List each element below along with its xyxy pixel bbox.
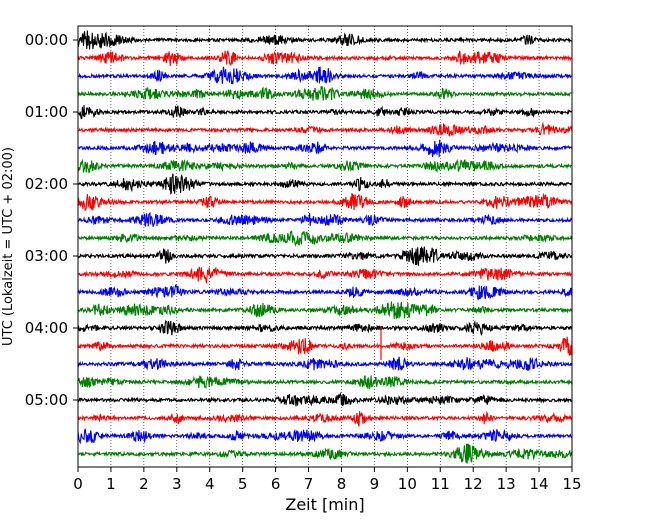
trace-6-9 <box>77 192 573 211</box>
y-tick-label: 03:00 <box>25 247 68 265</box>
trace-6-20 <box>77 391 573 407</box>
trace-6-2 <box>77 66 573 85</box>
trace-6-6 <box>77 139 573 158</box>
traces <box>77 30 573 464</box>
trace-6-7 <box>77 158 573 174</box>
trace-6-16 <box>77 319 573 337</box>
y-tick-label: 00:00 <box>25 31 68 49</box>
y-tick-label: 04:00 <box>25 319 68 337</box>
x-tick-label: 12 <box>464 475 483 493</box>
trace-6-1 <box>77 50 573 66</box>
x-tick-label: 0 <box>73 475 83 493</box>
trace-6-17 <box>77 336 573 356</box>
x-tick-label: 5 <box>238 475 248 493</box>
trace-6-18 <box>77 356 573 371</box>
y-axis-ticks: 00:00 01:00 02:00 03:00 04:00 05:00 <box>25 31 78 409</box>
x-tick-label: 2 <box>139 475 149 493</box>
trace-6-22 <box>77 428 573 445</box>
x-tick-label: 1 <box>106 475 116 493</box>
trace-6-15 <box>77 301 573 320</box>
x-tick-label: 14 <box>530 475 549 493</box>
trace-6-5 <box>77 121 573 137</box>
x-tick-label: 9 <box>370 475 380 493</box>
x-tick-label: 3 <box>172 475 182 493</box>
x-tick-label: 8 <box>337 475 347 493</box>
x-tick-label: 13 <box>497 475 516 493</box>
x-axis-label: Zeit [min] <box>285 495 364 514</box>
trace-6-14 <box>77 284 573 301</box>
x-tick-label: 6 <box>271 475 281 493</box>
trace-6-23 <box>77 443 573 464</box>
x-tick-label: 11 <box>431 475 450 493</box>
trace-6-13 <box>77 266 573 284</box>
trace-6-19 <box>77 375 573 390</box>
trace-6-8 <box>77 173 573 195</box>
y-tick-label: 01:00 <box>25 103 68 121</box>
x-tick-label: 4 <box>205 475 215 493</box>
trace-6-0 <box>77 30 573 50</box>
trace-6-3 <box>77 85 573 101</box>
plot-frame <box>77 25 573 468</box>
y-tick-label: 02:00 <box>25 175 68 193</box>
trace-6-4 <box>77 104 573 120</box>
x-tick-label: 15 <box>562 475 581 493</box>
y-tick-label: 05:00 <box>25 391 68 409</box>
trace-6-10 <box>77 211 573 228</box>
trace-6-21 <box>77 410 573 427</box>
x-tick-label: 10 <box>398 475 417 493</box>
x-tick-label: 7 <box>304 475 314 493</box>
x-axis-ticks: 0 1 2 3 4 5 6 7 8 9 10 11 12 13 14 15 <box>73 467 582 493</box>
trace-6-12 <box>77 246 573 266</box>
trace-6-11 <box>77 230 573 247</box>
y-axis-label: UTC (Lokalzeit = UTC + 02:00) <box>1 147 16 346</box>
